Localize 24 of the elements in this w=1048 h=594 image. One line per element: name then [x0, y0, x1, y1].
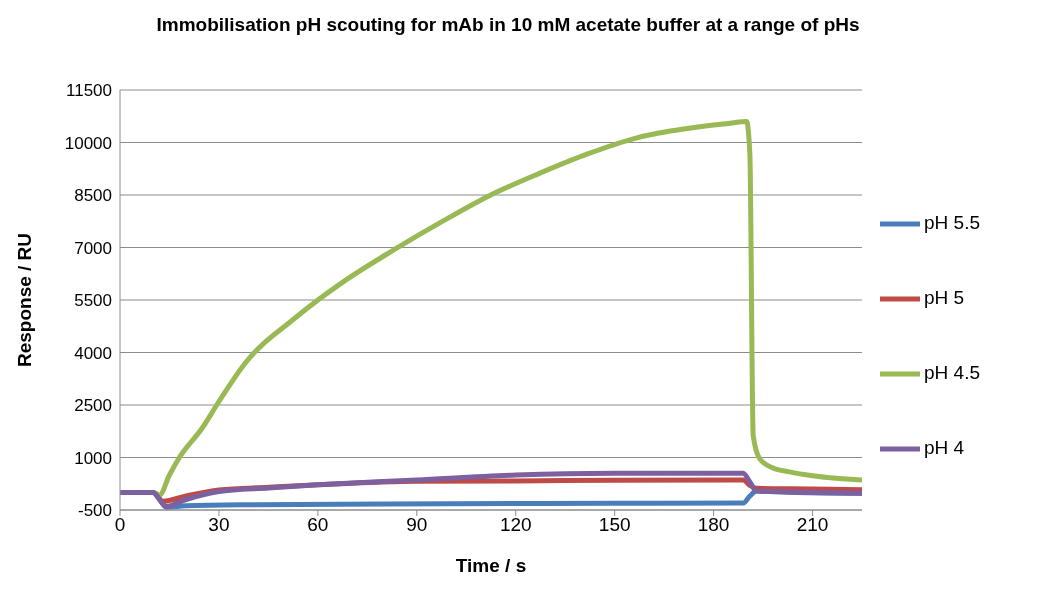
x-tick-label: 0 [114, 514, 126, 536]
x-tick-label: 210 [796, 514, 829, 536]
x-tick-label: 180 [697, 514, 730, 536]
legend-label: pH 4 [924, 437, 965, 458]
y-tick-label: 10000 [64, 133, 112, 153]
x-tick-label: 120 [499, 514, 532, 536]
y-tick-label: 4000 [74, 343, 112, 363]
x-tick-label: 90 [406, 514, 428, 536]
y-tick-label: -500 [77, 501, 112, 521]
x-tick-label: 150 [598, 514, 631, 536]
x-tick-label: 60 [307, 514, 329, 536]
y-axis-title: Response / RU [13, 232, 35, 368]
y-tick-label: 5500 [74, 291, 112, 311]
x-tick-label: 30 [208, 514, 230, 536]
y-tick-label: 11500 [65, 81, 112, 101]
legend-label: pH 5 [924, 287, 965, 308]
x-axis-title: Time / s [455, 555, 527, 576]
y-tick-label: 2500 [74, 396, 112, 416]
legend-label: pH 5.5 [924, 212, 980, 233]
y-tick-label: 7000 [74, 238, 112, 258]
chart-title: Immobilisation pH scouting for mAb in 10 mM acetate buffer at a range of pHs [155, 13, 861, 37]
legend-label: pH 4.5 [924, 362, 980, 383]
y-tick-label: 1000 [74, 448, 112, 468]
y-tick-label: 8500 [74, 186, 112, 206]
